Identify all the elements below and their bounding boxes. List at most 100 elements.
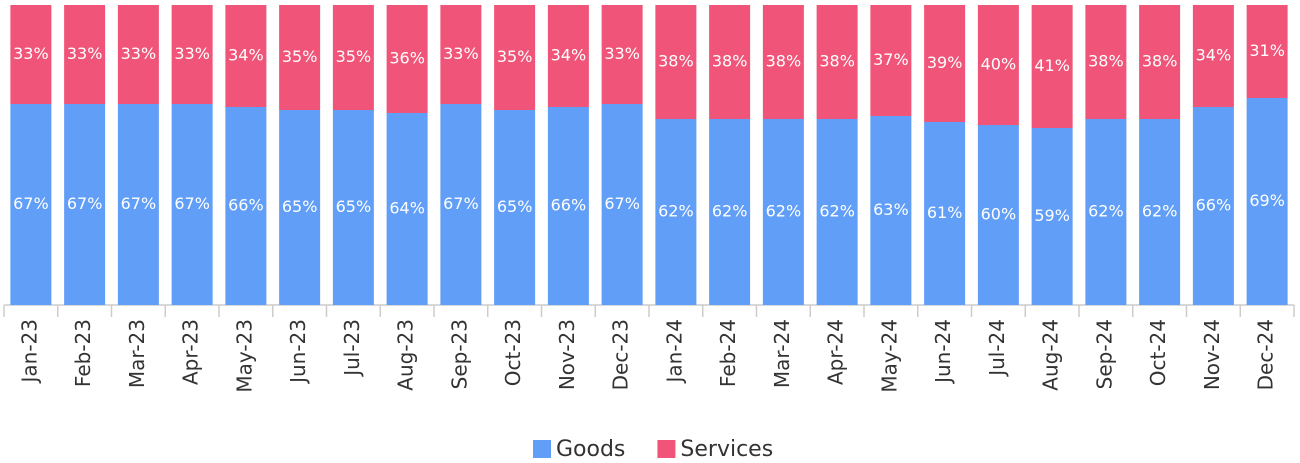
bar-segment [709,119,751,305]
x-tick-label: Dec-23 [609,319,633,390]
x-tick-label: Jan-23 [17,319,41,385]
value-label: 34% [228,46,264,65]
bar-segment [64,5,106,104]
value-label: 66% [1196,196,1232,215]
bar-segment [1246,5,1288,98]
x-tick-label: Aug-23 [394,319,418,391]
bar-segment [1139,5,1181,119]
bar-segment [655,119,697,305]
value-label: 38% [1142,52,1178,71]
value-label: 38% [819,52,855,71]
value-label: 67% [121,194,157,213]
value-label: 34% [1196,46,1232,65]
x-tick-label: Jun-23 [286,319,310,385]
bar-segment [10,104,52,305]
value-label: 35% [336,47,372,66]
x-tick-label: Aug-24 [1039,319,1063,391]
bar-segment [709,5,751,119]
x-tick-label: Feb-23 [71,319,95,387]
bar-segment [924,122,966,305]
value-label: 65% [282,197,318,216]
bar-segment [117,5,159,104]
legend-swatch [657,440,676,458]
value-label: 62% [712,202,748,221]
bar-segment [440,5,482,104]
bar-segment [762,5,804,119]
bar-segment [870,5,912,116]
bar-segment [225,5,267,107]
bar-segment [171,5,213,104]
value-label: 33% [174,44,210,63]
x-tick-label: Dec-24 [1254,319,1278,390]
value-label: 34% [551,46,587,65]
bar-segment [386,5,428,113]
value-label: 62% [658,202,694,221]
bar-segment [1085,5,1127,119]
x-tick-label: Jan-24 [662,319,686,385]
bar-segment [1139,119,1181,305]
value-label: 62% [1088,202,1124,221]
value-label: 33% [604,44,640,63]
bar-segment [547,107,589,305]
x-tick-label: May-23 [232,319,256,393]
value-label: 33% [13,44,49,63]
bar-segment [601,5,643,104]
value-label: 41% [1034,56,1070,75]
bar-segment [816,5,858,119]
x-tick-label: Sep-23 [447,319,471,389]
value-label: 62% [819,202,855,221]
value-label: 39% [927,53,963,72]
value-label: 67% [67,194,103,213]
value-label: 67% [604,194,640,213]
x-tick-label: Oct-23 [501,319,525,386]
x-tick-label: Jul-24 [985,319,1009,378]
value-label: 40% [981,55,1017,74]
x-tick-label: Jul-23 [340,319,364,378]
value-label: 38% [658,52,694,71]
bar-segment [332,5,374,110]
bar-segment [1085,119,1127,305]
value-label: 59% [1034,206,1070,225]
bar-segment [601,104,643,305]
value-label: 35% [497,47,533,66]
value-label: 66% [228,196,264,215]
value-label: 62% [1142,202,1178,221]
bar-segment [1031,5,1073,128]
bar-segment [386,113,428,305]
value-label: 33% [443,44,479,63]
bar-segment [547,5,589,107]
bar-segment [171,104,213,305]
bar-segment [1246,98,1288,305]
bar-segment [494,5,536,110]
bar-segment [494,110,536,305]
bar-segment [225,107,267,305]
value-label: 66% [551,196,587,215]
bar-segment [977,125,1019,305]
bar-segment [279,5,321,110]
bar-segment [762,119,804,305]
bar-segment [655,5,697,119]
value-label: 31% [1249,41,1285,60]
bar-segment [279,110,321,305]
bar-segment [10,5,52,104]
x-tick-label: Jun-24 [931,319,955,385]
bar-segment [870,116,912,305]
x-tick-label: Apr-24 [824,319,848,385]
value-label: 61% [927,203,963,222]
value-label: 36% [389,49,425,68]
bar-segment [816,119,858,305]
value-label: 38% [766,52,802,71]
value-label: 63% [873,200,909,219]
bar-segment [117,104,159,305]
bar-segment [977,5,1019,125]
bar-segment [924,5,966,122]
value-label: 60% [981,205,1017,224]
legend-label: Goods [556,437,625,462]
value-label: 65% [497,197,533,216]
x-tick-label: Mar-24 [770,319,794,388]
value-label: 67% [13,194,49,213]
x-tick-label: Feb-24 [716,319,740,387]
legend-label: Services [680,437,773,462]
x-tick-label: Mar-23 [125,319,149,388]
value-label: 38% [1088,52,1124,71]
